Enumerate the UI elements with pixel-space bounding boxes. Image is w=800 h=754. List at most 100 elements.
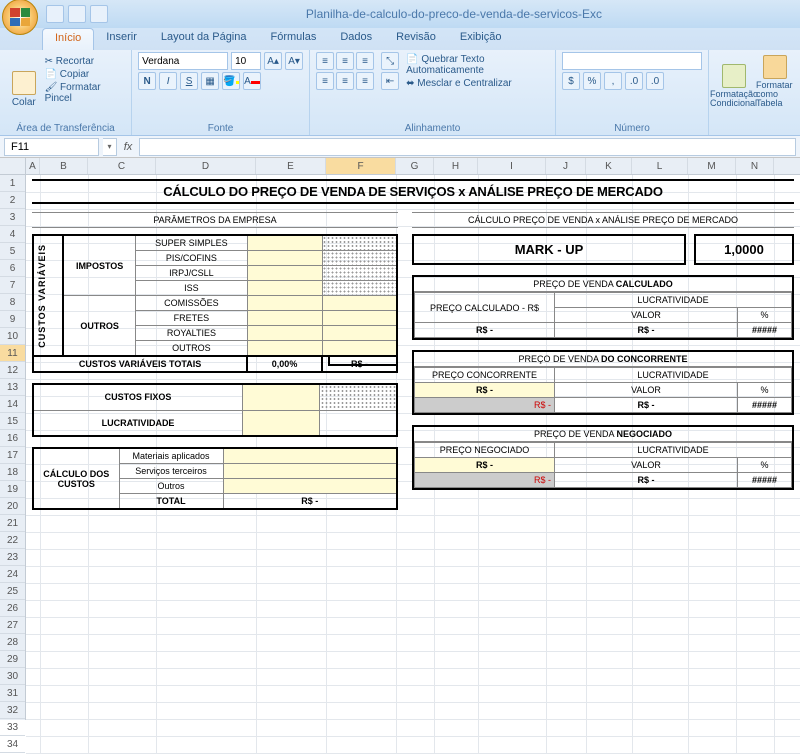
tab-formulas[interactable]: Fórmulas (259, 28, 329, 50)
row-header[interactable]: 25 (0, 583, 25, 600)
orientation-button[interactable]: ⤡ (381, 52, 399, 70)
border-button[interactable]: ▦ (201, 72, 219, 90)
col-header[interactable]: G (396, 158, 434, 174)
cell-input[interactable] (247, 251, 322, 266)
row-header[interactable]: 27 (0, 617, 25, 634)
tab-dados[interactable]: Dados (328, 28, 384, 50)
percent-button[interactable]: % (583, 72, 601, 90)
font-size-input[interactable] (231, 52, 261, 70)
align-top-button[interactable]: ≡ (316, 52, 334, 70)
cell-input[interactable] (243, 410, 320, 436)
row-header[interactable]: 1 (0, 175, 25, 192)
fill-color-button[interactable]: 🪣 (222, 72, 240, 90)
qat-save-icon[interactable] (46, 5, 64, 23)
tab-inicio[interactable]: Início (42, 28, 94, 50)
row-header[interactable]: 5 (0, 243, 25, 260)
row-header[interactable]: 9 (0, 311, 25, 328)
col-header[interactable]: A (26, 158, 40, 174)
row-header[interactable]: 8 (0, 294, 25, 311)
col-header[interactable]: H (434, 158, 478, 174)
cell-input[interactable] (243, 384, 320, 410)
cell-input[interactable] (247, 326, 322, 341)
cut-button[interactable]: ✂ Recortar (45, 56, 126, 67)
col-header[interactable]: B (40, 158, 88, 174)
decrease-decimal-button[interactable]: .0 (646, 72, 664, 90)
bold-button[interactable]: N (138, 72, 156, 90)
row-header[interactable]: 17 (0, 447, 25, 464)
cell-input[interactable] (247, 281, 322, 296)
name-box-dropdown[interactable]: ▾ (103, 138, 117, 156)
row-header[interactable]: 23 (0, 549, 25, 566)
cell-input[interactable] (247, 235, 322, 251)
comma-button[interactable]: , (604, 72, 622, 90)
row-header[interactable]: 13 (0, 379, 25, 396)
cell-input[interactable] (223, 464, 397, 479)
cell-input[interactable] (247, 311, 322, 326)
italic-button[interactable]: I (159, 72, 177, 90)
conditional-format-button[interactable]: Formatação Condicional (715, 52, 753, 108)
cell-input[interactable] (322, 311, 397, 326)
font-name-input[interactable] (138, 52, 228, 70)
tab-inserir[interactable]: Inserir (94, 28, 149, 50)
merge-center-button[interactable]: ⬌ Mesclar e Centralizar (406, 78, 549, 89)
align-bottom-button[interactable]: ≡ (356, 52, 374, 70)
row-header[interactable]: 28 (0, 634, 25, 651)
row-header[interactable]: 33 (0, 719, 25, 736)
row-header[interactable]: 7 (0, 277, 25, 294)
row-header[interactable]: 10 (0, 328, 25, 345)
row-header[interactable]: 20 (0, 498, 25, 515)
row-header[interactable]: 3 (0, 209, 25, 226)
currency-button[interactable]: $ (562, 72, 580, 90)
row-header[interactable]: 24 (0, 566, 25, 583)
qat-redo-icon[interactable] (90, 5, 108, 23)
row-header[interactable]: 4 (0, 226, 25, 243)
align-center-button[interactable]: ≡ (336, 72, 354, 90)
row-header[interactable]: 21 (0, 515, 25, 532)
cell-input[interactable]: R$ - (415, 458, 555, 473)
row-header[interactable]: 18 (0, 464, 25, 481)
row-header[interactable]: 6 (0, 260, 25, 277)
row-header[interactable]: 11 (0, 345, 25, 362)
row-header[interactable]: 30 (0, 668, 25, 685)
office-button[interactable] (2, 0, 38, 35)
tab-exibicao[interactable]: Exibição (448, 28, 514, 50)
cell-input[interactable] (247, 266, 322, 281)
row-header[interactable]: 31 (0, 685, 25, 702)
row-header[interactable]: 19 (0, 481, 25, 498)
col-header[interactable]: C (88, 158, 156, 174)
cell-input[interactable] (322, 296, 397, 311)
col-header[interactable]: M (688, 158, 736, 174)
cell-input[interactable] (223, 479, 397, 494)
shrink-font-button[interactable]: A▾ (285, 52, 303, 70)
cell-input[interactable] (247, 296, 322, 311)
row-header[interactable]: 34 (0, 736, 25, 753)
cell-input[interactable]: R$ - (415, 383, 555, 398)
tab-layout[interactable]: Layout da Página (149, 28, 259, 50)
copy-button[interactable]: 📄 Copiar (45, 69, 126, 80)
align-middle-button[interactable]: ≡ (336, 52, 354, 70)
row-header[interactable]: 2 (0, 192, 25, 209)
col-header[interactable]: E (256, 158, 326, 174)
grow-font-button[interactable]: A▴ (264, 52, 282, 70)
decrease-indent-button[interactable]: ⇤ (381, 72, 399, 90)
formula-input[interactable] (139, 138, 796, 156)
col-header[interactable]: N (736, 158, 774, 174)
grid-body[interactable]: CÁLCULO DO PREÇO DE VENDA DE SERVIÇOS x … (26, 175, 800, 753)
row-header[interactable]: 32 (0, 702, 25, 719)
format-as-table-button[interactable]: Formatar como Tabela (756, 52, 794, 108)
col-header[interactable]: K (586, 158, 632, 174)
col-header[interactable]: L (632, 158, 688, 174)
cell-input[interactable] (247, 341, 322, 357)
qat-undo-icon[interactable] (68, 5, 86, 23)
increase-decimal-button[interactable]: .0 (625, 72, 643, 90)
tab-revisao[interactable]: Revisão (384, 28, 448, 50)
align-right-button[interactable]: ≡ (356, 72, 374, 90)
name-box[interactable]: F11 (4, 138, 99, 156)
col-header[interactable]: J (546, 158, 586, 174)
row-header[interactable]: 16 (0, 430, 25, 447)
fx-button[interactable]: fx (117, 141, 139, 153)
cell-input[interactable] (223, 448, 397, 464)
select-all-corner[interactable] (0, 158, 25, 175)
row-header[interactable]: 22 (0, 532, 25, 549)
cell-input[interactable] (322, 341, 397, 357)
